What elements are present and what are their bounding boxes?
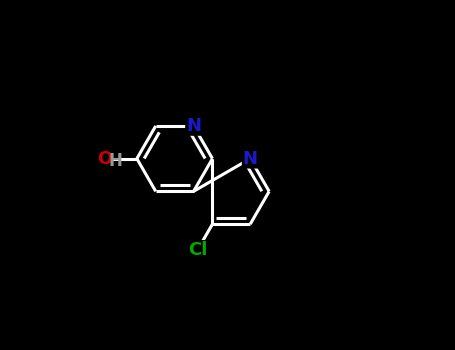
Text: H: H — [109, 153, 123, 170]
Text: N: N — [243, 150, 258, 168]
Text: N: N — [186, 117, 201, 135]
Text: O: O — [97, 150, 112, 168]
Text: Cl: Cl — [188, 241, 207, 259]
